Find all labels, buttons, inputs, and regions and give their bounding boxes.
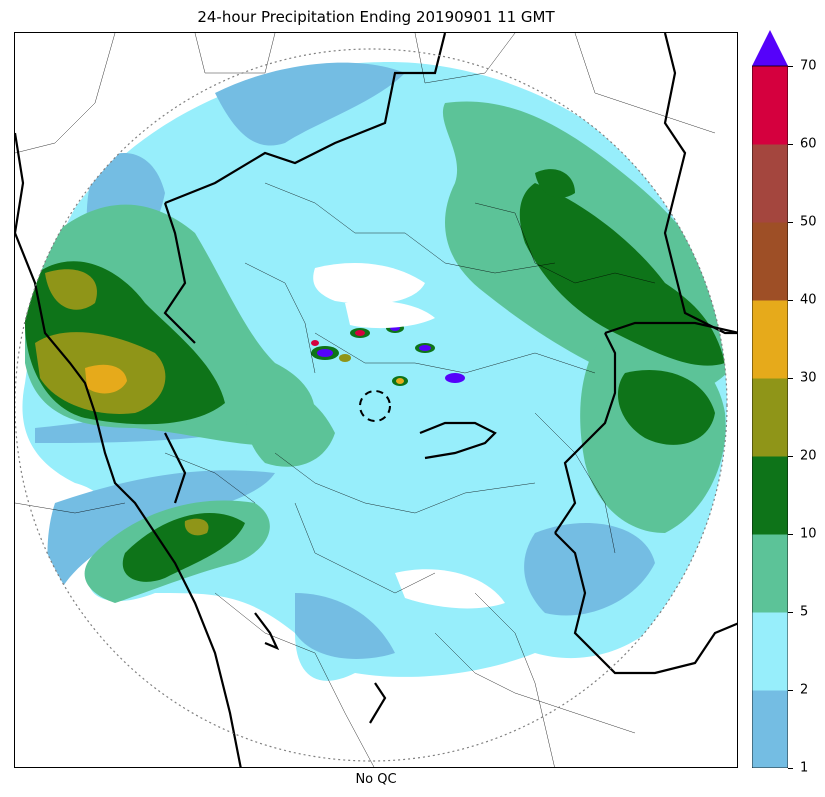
colorbar-segment: [752, 612, 788, 691]
precip-30-40-west: [85, 364, 127, 394]
colorbar-tick-label: 60: [800, 136, 817, 152]
chart-subtitle: No QC: [355, 772, 397, 787]
radar-site-marker: [359, 390, 391, 422]
colorbar: [751, 30, 789, 769]
precip-20-30-southwest-spot: [184, 518, 209, 536]
colorbar-tickmark: [788, 300, 793, 301]
colorbar-tick-label: 50: [800, 214, 817, 230]
colorbar-tickmark: [788, 612, 793, 613]
precip-1-2-north: [215, 62, 405, 146]
radar-range-ring: [15, 48, 728, 762]
precip-10-20-north-spot: [535, 169, 575, 198]
colorbar-tickmark: [788, 378, 793, 379]
colorbar-tick-label: 70: [800, 58, 817, 74]
colorbar-tickmark: [788, 456, 793, 457]
precip-10-20-southwest: [122, 513, 245, 582]
colorbar-tick-label: 2: [800, 682, 809, 698]
state-boundaries: [15, 33, 737, 767]
colorbar-segment: [752, 378, 788, 457]
precip-1-2-south: [295, 593, 395, 659]
colorbar-segment: [752, 144, 788, 223]
no-precip-gap-north: [313, 263, 425, 304]
precip-5-10-center: [246, 389, 335, 467]
colorbar-segment: [752, 690, 788, 769]
precip-10-20-east: [617, 369, 715, 445]
precip-20-30-north-west: [45, 269, 97, 310]
colorbar-tick-label: 5: [800, 604, 809, 620]
colorbar-tick-label: 1: [800, 760, 809, 776]
no-precip-gap-center: [345, 300, 435, 329]
colorbar-segment: [752, 456, 788, 535]
colorbar-tickmark: [788, 66, 793, 67]
radar-map: [14, 32, 738, 768]
colorbar-tick-label: 40: [800, 292, 817, 308]
colorbar-segment: [752, 222, 788, 301]
colorbar-segment: [752, 66, 788, 145]
colorbar-tickmark: [788, 222, 793, 223]
colorbar-tickmark: [788, 690, 793, 691]
colorbar-segment: [752, 534, 788, 613]
colorbar-tick-label: 30: [800, 370, 817, 386]
colorbar-tick-label: 10: [800, 526, 817, 542]
colorbar-segments: [752, 66, 788, 769]
precip-10-20-northeast: [519, 183, 725, 366]
precip-1-2-southeast: [524, 523, 655, 616]
colorbar-tick-label: 20: [800, 448, 817, 464]
colorbar-extend-arrow: [752, 30, 788, 66]
colorbar-segment: [752, 300, 788, 379]
district-boundaries: [15, 33, 716, 767]
map-canvas: [15, 33, 737, 767]
colorbar-tickmark: [788, 768, 793, 769]
colorbar-tickmark: [788, 534, 793, 535]
precipitation-field: [22, 62, 727, 681]
chart-title: 24-hour Precipitation Ending 20190901 11…: [197, 8, 555, 26]
colorbar-tickmark: [788, 144, 793, 145]
